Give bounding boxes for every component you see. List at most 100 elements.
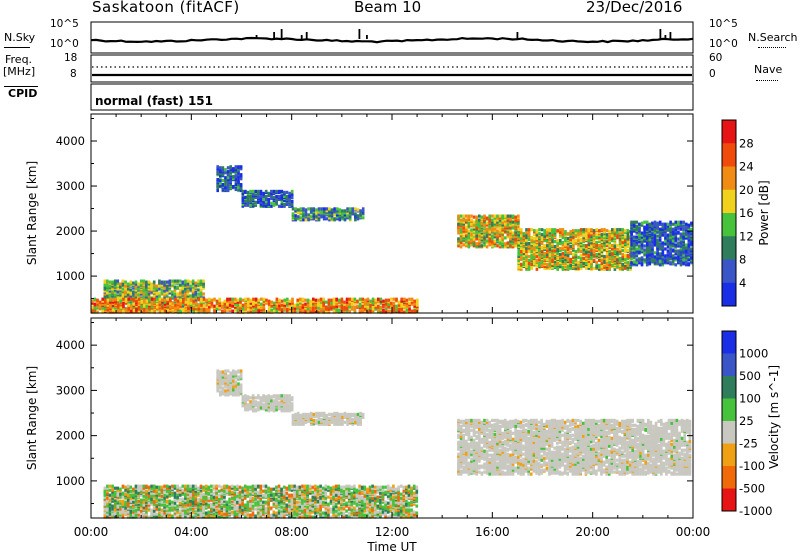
scatter-cell <box>658 227 662 231</box>
scatter-cell <box>301 305 305 309</box>
scatter-cell <box>267 403 271 407</box>
scatter-cell <box>174 305 177 309</box>
scatter-cell <box>356 208 360 212</box>
scatter-cell <box>416 307 419 311</box>
scatter-cell <box>325 217 329 221</box>
scatter-cell <box>590 233 593 237</box>
scatter-cell <box>664 228 667 232</box>
scatter-cell <box>252 309 255 313</box>
scatter-cell <box>671 256 675 260</box>
scatter-cell <box>197 295 200 299</box>
scatter-cell <box>413 309 416 313</box>
scatter-cell <box>328 412 331 416</box>
scatter-cell <box>267 309 271 313</box>
scatter-cell <box>590 254 593 259</box>
scatter-cell <box>228 303 232 307</box>
scatter-cell <box>592 266 596 270</box>
scatter-cell <box>246 203 250 207</box>
scatter-cell <box>137 282 140 286</box>
scatter-cell <box>140 305 143 309</box>
scatter-cell <box>605 242 609 246</box>
scatter-cell <box>168 289 172 293</box>
scatter-cell <box>221 168 225 172</box>
scatter-cell <box>632 244 636 248</box>
scatter-cell <box>317 415 321 419</box>
scatter-cell <box>91 310 94 314</box>
scatter-cell <box>307 414 310 418</box>
scatter-cell <box>137 290 140 294</box>
scatter-cell <box>546 244 549 248</box>
scatter-cell <box>202 304 206 308</box>
scatter-cell <box>684 230 688 234</box>
scatter-cell <box>226 181 230 185</box>
scatter-cell <box>535 237 539 241</box>
scatter-cell <box>493 239 497 243</box>
scatter-cell <box>645 259 649 263</box>
scatter-cell <box>483 243 486 247</box>
scatter-cell <box>290 189 294 193</box>
scatter-cell <box>346 417 349 421</box>
scatter-cell <box>520 228 523 232</box>
scatter-cell <box>127 303 130 307</box>
scatter-cell <box>491 234 494 238</box>
scatter-cell <box>101 299 104 303</box>
scatter-cell <box>656 251 659 255</box>
scatter-cell <box>687 262 691 266</box>
scatter-cell <box>294 217 297 221</box>
scatter-cell <box>664 226 667 230</box>
scatter-cell <box>333 417 336 421</box>
scatter-cell <box>566 267 570 271</box>
scatter-cell <box>335 215 339 219</box>
scatter-cell <box>194 290 198 294</box>
scatter-cell <box>574 252 578 257</box>
scatter-cell <box>483 233 486 237</box>
scatter-cell <box>457 214 460 218</box>
scatter-cell <box>517 214 520 218</box>
scatter-cell <box>638 247 641 251</box>
scatter-cell <box>640 235 644 239</box>
scatter-cell <box>103 294 107 298</box>
scatter-cell <box>626 267 630 271</box>
scatter-cell <box>608 252 611 257</box>
scatter-cell <box>197 292 200 296</box>
scatter-cell <box>109 308 112 312</box>
scatter-cell <box>124 286 127 290</box>
scatter-cell <box>658 256 662 260</box>
scatter-cell <box>132 310 136 314</box>
scatter-cell <box>501 221 504 225</box>
scatter-cell <box>322 418 326 422</box>
scatter-cell <box>533 258 536 262</box>
scatter-cell <box>132 281 135 285</box>
noise-search-label: N.Search <box>748 31 798 44</box>
scatter-cell <box>314 306 318 310</box>
scatter-cell <box>653 228 657 232</box>
scatter-cell <box>158 287 161 291</box>
scatter-cell <box>184 300 188 304</box>
scatter-cell <box>582 258 585 262</box>
scatter-cell <box>656 238 659 242</box>
scatter-cell <box>163 283 166 287</box>
scatter-cell <box>254 307 258 311</box>
scatter-cell <box>501 230 504 234</box>
scatter-cell <box>546 254 549 259</box>
scatter-cell <box>345 297 349 301</box>
scatter-cell <box>616 250 619 255</box>
scatter-cell <box>312 414 316 418</box>
scatter-cell <box>124 308 128 312</box>
scatter-cell <box>671 227 675 231</box>
scatter-cell <box>564 250 567 255</box>
scatter-cell <box>244 307 247 311</box>
scatter-cell <box>509 233 512 237</box>
scatter-cell <box>361 216 365 220</box>
scatter-cell <box>169 304 172 308</box>
scatter-cell <box>343 209 347 213</box>
scatter-cell <box>163 308 167 312</box>
scatter-cell <box>643 253 646 257</box>
scatter-cell <box>200 303 203 307</box>
scatter-cell <box>229 177 232 181</box>
scatter-cell <box>632 235 636 239</box>
scatter-cell <box>395 308 398 312</box>
scatter-cell <box>462 234 465 238</box>
scatter-cell <box>582 247 585 252</box>
scatter-cell <box>127 305 130 309</box>
